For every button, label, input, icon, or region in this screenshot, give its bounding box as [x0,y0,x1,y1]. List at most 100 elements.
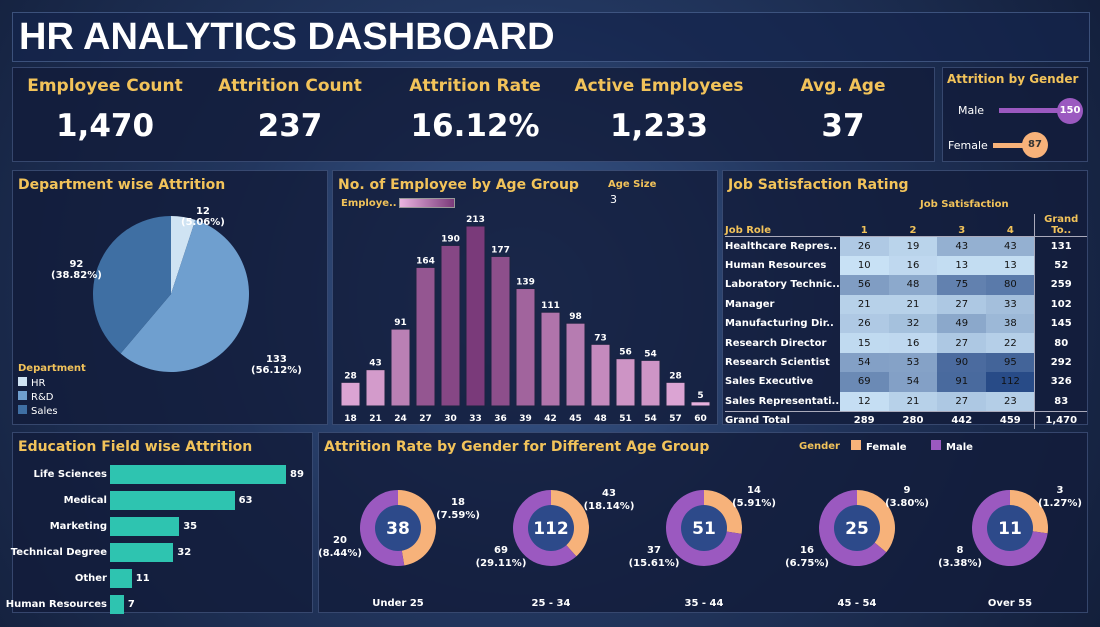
job-header-cell: 4 [986,214,1035,237]
job-cell: Healthcare Repres.. [725,240,838,252]
job-row: Manufacturing Dir.. 26 32 49 38 145 [725,314,1087,334]
job-cell: 21 [888,294,938,315]
gender-legend-title: Gender [799,441,840,452]
legend-male: Male [931,440,973,453]
age-tick-label: 39 [519,414,532,424]
donut-group-label: Under 25 [372,598,424,609]
donut-male-pct: (29.11%) [476,558,527,569]
job-cell: 49 [937,314,987,334]
job-cell: 54 [839,352,889,373]
label-sales: 92 (38.82%) [51,259,102,281]
edu-bar [110,569,132,588]
job-cell: 54 [888,372,938,392]
edu-row: Life Sciences 89 [13,465,313,485]
pie-slice-rd [120,219,249,372]
edu-label: Life Sciences [33,469,107,480]
age-tick-label: 18 [344,414,357,424]
age-size-value[interactable]: 3 [610,193,617,206]
job-table: Job Role 1 2 3 4 Grand To.. Healthcare Repres.… [725,214,1087,430]
edu-value: 7 [127,599,135,610]
donut-total: 51 [692,519,716,539]
donut-male-value: 20 [333,535,347,546]
job-cell: 259 [1034,275,1087,295]
edu-value: 11 [135,573,150,584]
job-cell: 80 [986,275,1035,295]
job-header-cell: 2 [888,214,938,237]
donut-male-pct: (3.38%) [938,558,982,569]
male-label: Male [958,104,985,117]
job-panel: Job Satisfaction Rating Job Satisfaction… [722,170,1088,430]
kpi-value: 237 [257,108,323,144]
job-cell: Manager [725,298,775,310]
edu-value: 63 [238,495,253,506]
age-bar-value: 164 [416,256,435,266]
job-cell: 53 [888,352,938,373]
department-legend: HR R&D Sales [18,377,58,419]
job-cell: 145 [1034,314,1087,334]
donut-center [681,505,727,551]
job-cell: 91 [937,372,987,392]
donut-female-pct: (18.14%) [584,501,635,512]
label-rnd: 133 (56.12%) [251,354,302,376]
age-bar-value: 111 [541,301,560,311]
kpi-label: Attrition Rate [409,76,541,96]
age-tick-label: 24 [394,414,407,424]
job-col-group: Job Satisfaction [920,199,1009,210]
job-cell: 69 [839,372,889,392]
age-bar-value: 177 [491,245,510,255]
dashboard-title: HR ANALYTICS DASHBOARD [19,16,555,58]
job-header-cell: 3 [937,214,987,237]
edu-value: 32 [177,547,192,558]
age-size-label: Age Size [608,179,657,190]
education-title: Education Field wise Attrition [18,439,253,455]
age-bar-value: 54 [644,349,657,359]
legend-female: Female [851,440,907,453]
job-cell: Sales Executive [725,376,814,388]
job-header-row: Job Role 1 2 3 4 Grand To.. [725,214,1087,237]
gender-title: Attrition by Gender [947,72,1079,86]
job-cell: 27 [937,294,987,315]
edu-label: Marketing [49,521,107,532]
age-bar-chart: 28 18 43 21 91 24 164 27 190 30 213 33 177 36 139 39 111… [340,215,711,424]
donut-female-pct: (7.59%) [436,510,480,521]
donut-male-value: 16 [800,545,814,556]
label-hr: 12 (5.06%) [181,206,225,228]
kpi-value: 16.12% [410,108,540,144]
age-gender-title: Attrition Rate by Gender for Different A… [324,439,710,455]
job-cell: 131 [1034,236,1087,256]
age-bar-value: 91 [394,318,407,328]
job-cell: Sales Representati.. [725,395,840,407]
job-row: Healthcare Repres.. 26 19 43 43 131 [725,236,1087,256]
age-bar-value: 73 [594,333,607,343]
job-row: Human Resources 10 16 13 13 52 [725,255,1087,276]
donut-female-pct: (3.80%) [885,498,929,509]
donut-female-pct: (1.27%) [1038,498,1082,509]
education-panel: Education Field wise Attrition Life Scie… [6,432,313,614]
job-header-cell: Job Role [725,214,840,237]
donut-center [987,505,1033,551]
age-tick-label: 48 [594,414,607,424]
job-cell: Laboratory Technic.. [725,279,840,291]
job-cell: Research Scientist [725,357,830,369]
age-tick-label: 60 [694,414,707,424]
age-bar [490,255,511,407]
job-cell: 13 [986,255,1035,276]
age-legend-gradient [399,198,455,208]
edu-label: Technical Degree [10,547,107,558]
job-header-cell: 1 [839,214,889,237]
job-row: Research Scientist 54 53 90 95 292 [725,352,1087,373]
pie-slice-sales [93,216,171,354]
job-cell: 26 [839,314,889,334]
donut-female-value: 3 [1057,485,1064,496]
kpi-label: Active Employees [574,76,744,96]
job-total-cell: 442 [937,410,987,430]
kpi-employee-count: Employee Count 1,470 [15,76,195,144]
age-tick-label: 21 [369,414,382,424]
age-bar-value: 98 [569,312,582,322]
job-total-cell: Grand Total [725,410,840,430]
job-cell: 43 [986,236,1035,256]
kpi-active-employees: Active Employees 1,233 [569,76,749,144]
gender-panel: Attrition by Gender Male 150 Female 87 [942,67,1088,162]
job-cell: 292 [1034,352,1087,373]
age-bar-value: 43 [369,359,382,369]
